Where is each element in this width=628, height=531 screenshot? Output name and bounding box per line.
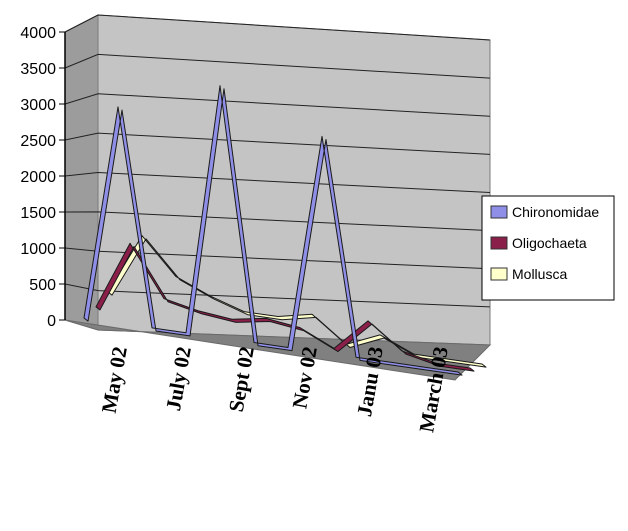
gridline: [64, 171, 491, 193]
y-tick-label: 1000: [20, 241, 56, 258]
legend-swatch: [490, 205, 508, 219]
legend-label: Mollusca: [512, 266, 567, 282]
x-tick-label: Sept 02: [224, 345, 259, 414]
y-tick-label: 500: [29, 277, 56, 294]
chart-walls: [64, 14, 492, 381]
back-wall: [97, 14, 491, 346]
data-point: [469, 367, 471, 369]
series-ribbon-mollusca: [107, 235, 487, 368]
series-ribbon-chironomidae: [83, 85, 463, 376]
data-point: [333, 348, 335, 350]
data-point: [209, 295, 211, 297]
data-point: [389, 361, 391, 363]
data-point: [231, 318, 233, 320]
data-point: [321, 136, 323, 138]
data-point: [219, 85, 221, 87]
data-point: [481, 363, 483, 365]
x-tick-label: May 02: [97, 345, 132, 415]
y-tick-label: 0: [47, 313, 56, 330]
gridline: [64, 283, 491, 308]
gridline: [64, 211, 491, 232]
data-point: [175, 276, 177, 278]
gridline: [64, 14, 491, 41]
legend-swatch: [490, 267, 508, 281]
data-point: [129, 243, 131, 245]
y-tick-label: 2000: [20, 169, 56, 186]
y-axis: 0 500 1000 1500 2000 2500 3000 3500 4000: [20, 25, 66, 330]
legend: Chironomidae Oligochaeta Mollusca: [481, 195, 615, 301]
data-point: [311, 313, 313, 315]
gridline: [64, 132, 491, 155]
data-point: [83, 317, 85, 319]
y-tick-label: 1500: [20, 205, 56, 222]
data-point: [277, 316, 279, 318]
y-tick-label: 2500: [20, 133, 56, 150]
data-point: [151, 327, 153, 329]
data-point: [401, 350, 403, 352]
series-layer: [83, 85, 487, 376]
data-point: [367, 320, 369, 322]
data-point: [287, 347, 289, 349]
data-point: [379, 334, 381, 336]
data-point: [117, 106, 119, 108]
data-point: [95, 306, 97, 308]
data-point: [299, 327, 301, 329]
y-tick-label: 3500: [20, 61, 56, 78]
y-tick-label: 4000: [20, 25, 56, 42]
data-point: [265, 318, 267, 320]
data-point: [243, 311, 245, 313]
data-point: [163, 298, 165, 300]
legend-label: Chironomidae: [512, 204, 599, 220]
x-tick-label: July 02: [161, 345, 196, 413]
data-point: [355, 356, 357, 358]
data-point: [457, 371, 459, 373]
gridline: [64, 53, 491, 79]
legend-label: Oligochaeta: [512, 235, 587, 251]
floor: [64, 319, 492, 381]
gridline: [64, 93, 491, 117]
data-point: [185, 332, 187, 334]
y-tick-label: 3000: [20, 97, 56, 114]
series-ribbon-oligochaeta: [95, 242, 475, 372]
data-point: [253, 342, 255, 344]
legend-swatch: [490, 236, 508, 250]
data-point: [197, 310, 199, 312]
